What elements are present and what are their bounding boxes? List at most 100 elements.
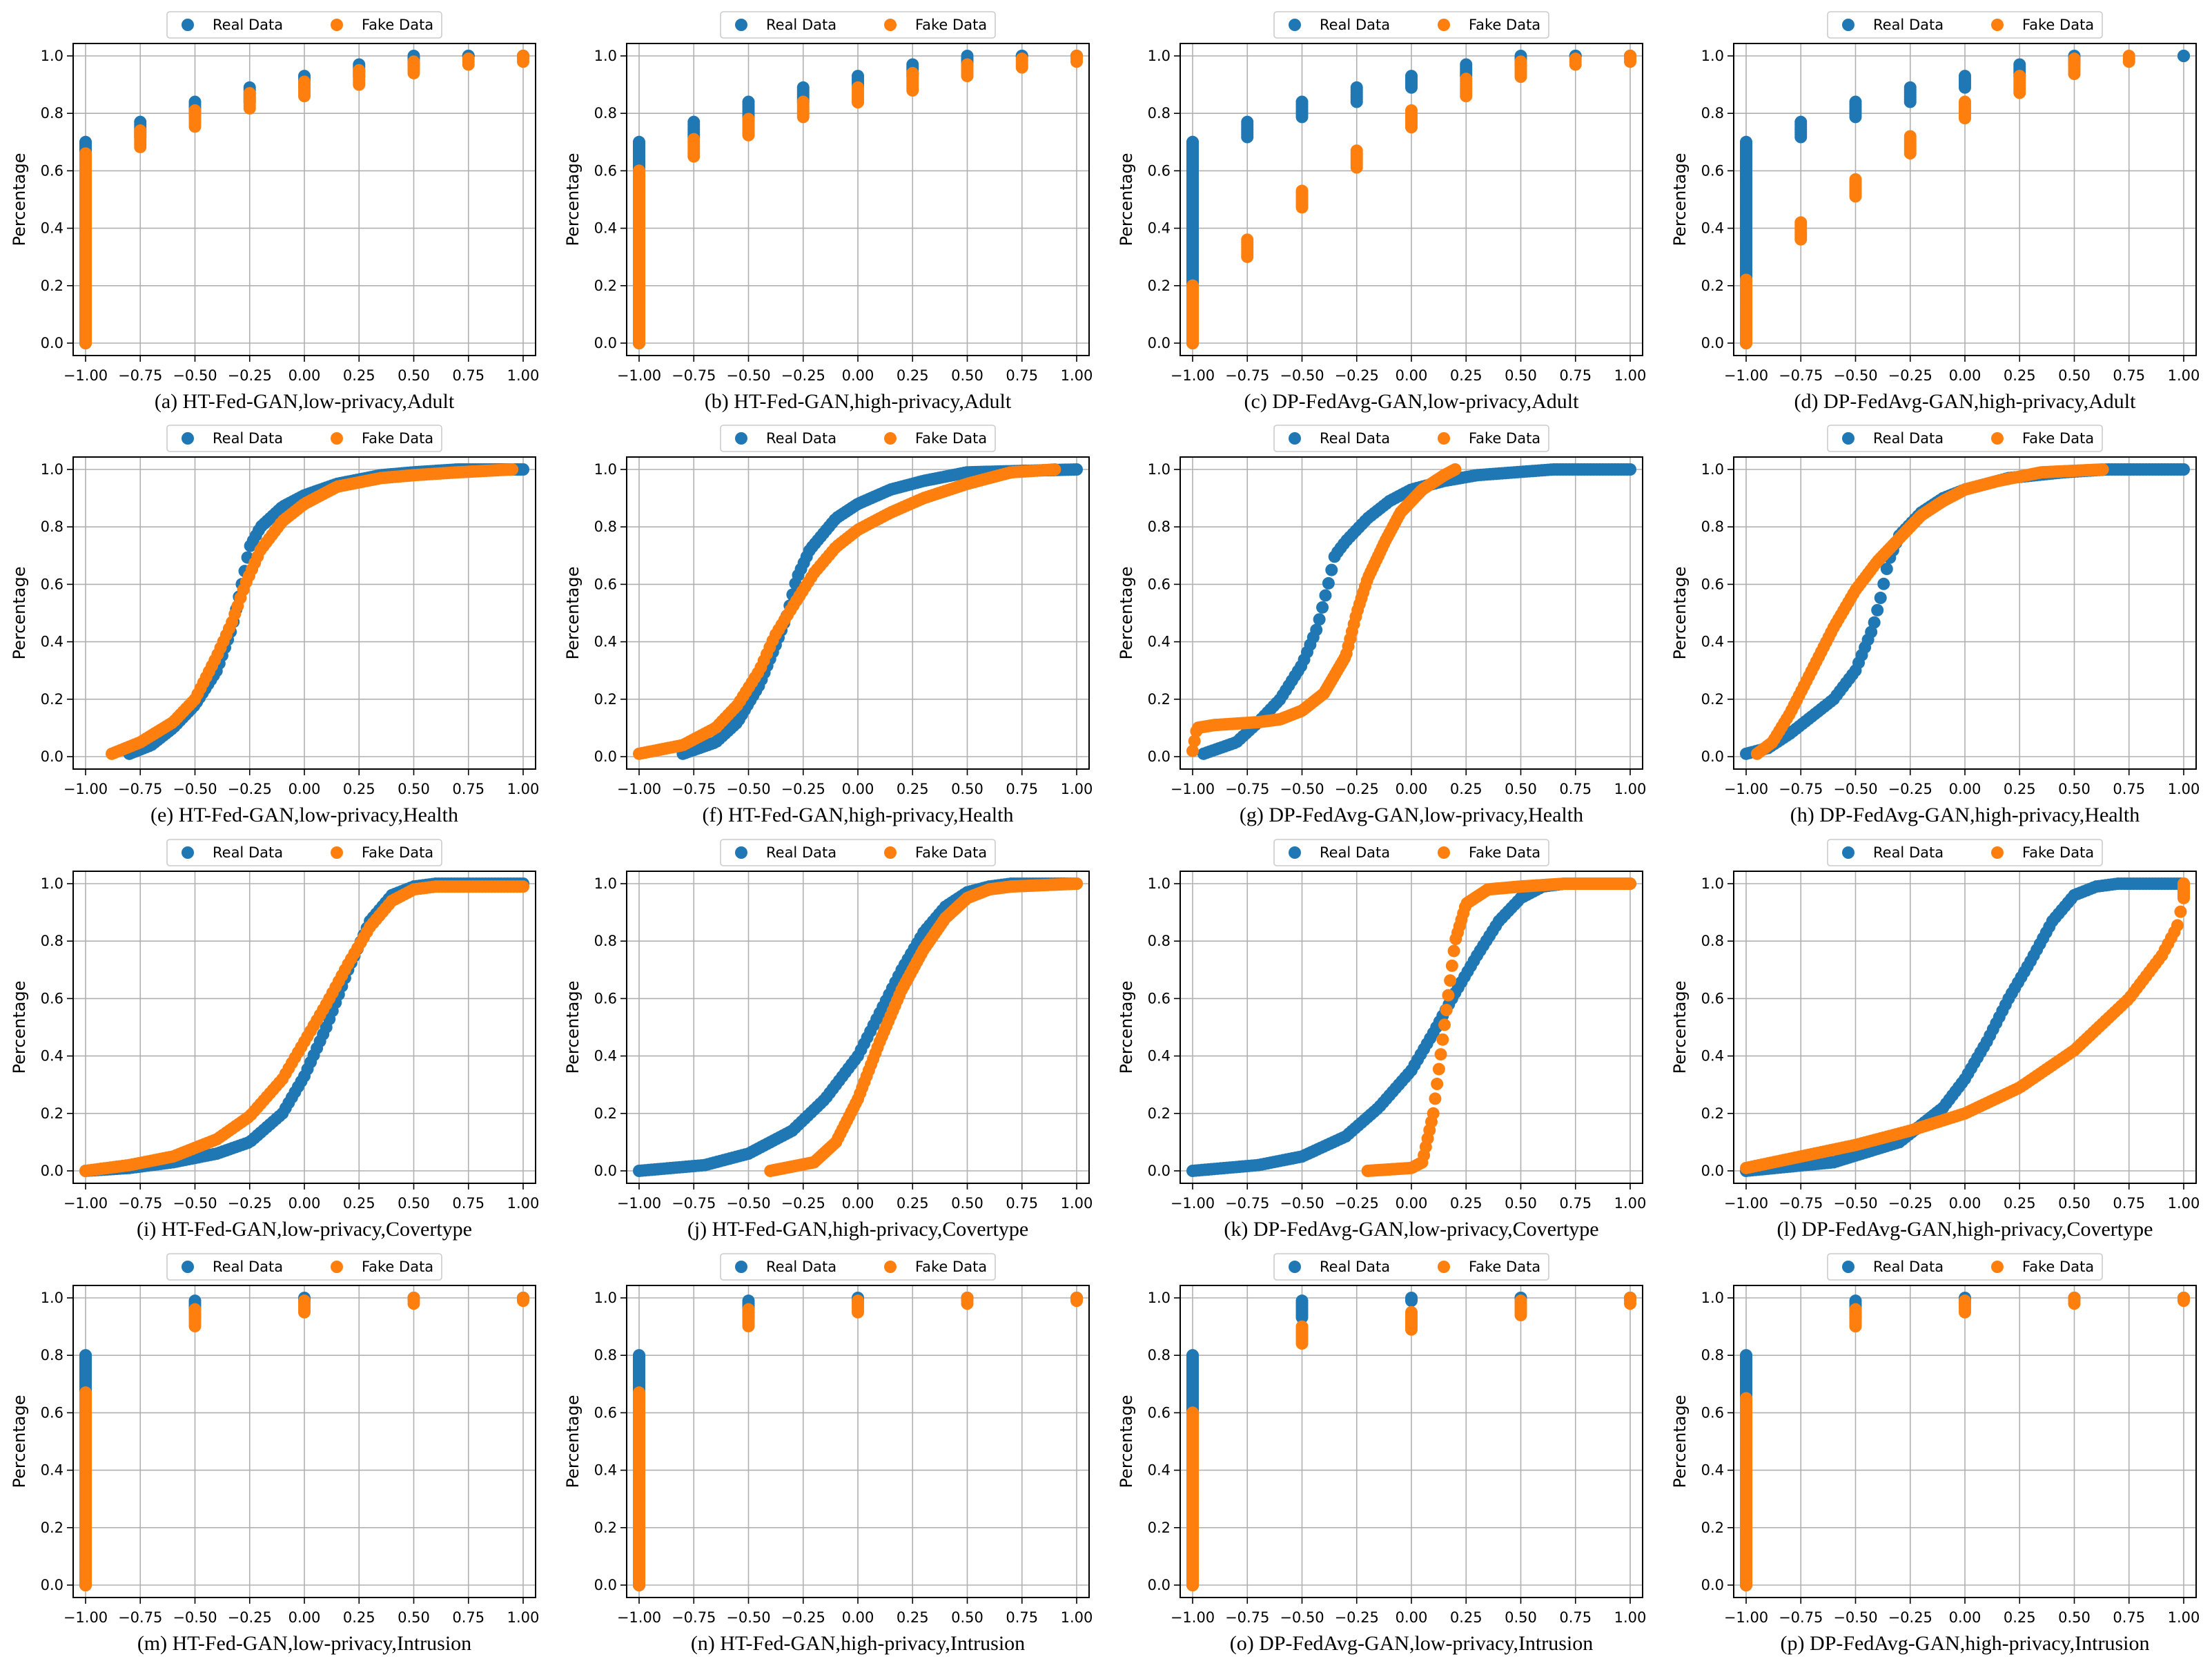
legend: Real Data Fake Data	[166, 1253, 442, 1281]
y-tick-label: 0.2	[41, 1105, 63, 1122]
x-tick-label: −0.50	[173, 781, 217, 797]
x-tick-label: 0.00	[288, 1609, 321, 1626]
plot-frame	[626, 871, 1090, 1184]
data-point	[1241, 115, 1254, 128]
data-marks	[1740, 877, 2190, 1177]
legend-real-marker	[735, 19, 747, 31]
plot-frame	[1180, 871, 1643, 1184]
data-point	[2096, 463, 2109, 476]
plot-frame	[626, 456, 1090, 770]
y-tick-label: 0.0	[594, 1163, 617, 1179]
legend-fake-marker	[1438, 432, 1450, 445]
data-point	[2171, 919, 2184, 932]
x-tick-label: −1.00	[1724, 781, 1768, 797]
x-tick-label: −0.50	[1280, 367, 1324, 384]
y-tick-label: 0.8	[594, 105, 617, 122]
legend-real-marker	[1842, 846, 1854, 859]
legend-real-marker	[735, 846, 747, 859]
x-tick-label: 0.75	[1559, 367, 1592, 384]
x-tick-label: 0.00	[842, 1609, 874, 1626]
y-tick-label: 0.4	[41, 1048, 63, 1065]
x-tick-label: 0.75	[1006, 367, 1038, 384]
panel-caption: (m) HT-Fed-GAN,low-privacy,Intrusion	[137, 1632, 471, 1655]
data-point	[852, 70, 864, 83]
x-tick-label: −0.50	[726, 1609, 770, 1626]
data-point	[1048, 463, 1061, 476]
ticks: −1.00 −0.75 −0.50 −0.25 0.00 0.25 0.50 0.75 1.00…	[594, 875, 1093, 1212]
legend-real-marker	[735, 432, 747, 445]
y-tick-label: 0.2	[1701, 1105, 1724, 1122]
panel-caption: (a) HT-Fed-GAN,low-privacy,Adult	[155, 390, 455, 413]
y-tick-label: 0.2	[1148, 1105, 1171, 1122]
legend-fake-marker	[331, 432, 343, 445]
x-tick-label: 0.25	[343, 1609, 375, 1626]
data-point	[1868, 616, 1881, 629]
x-tick-label: 1.00	[1614, 781, 1647, 797]
x-tick-label: −1.00	[1171, 367, 1215, 384]
x-tick-label: −0.50	[726, 781, 770, 797]
data-point	[517, 880, 529, 893]
panel-caption: (j) HT-Fed-GAN,high-privacy,Covertype	[687, 1218, 1028, 1241]
data-point	[2174, 905, 2187, 918]
y-tick-label: 1.0	[1701, 875, 1724, 892]
data-point	[2013, 70, 2026, 83]
x-tick-label: 0.25	[2004, 781, 2036, 797]
legend-box	[720, 425, 996, 452]
y-tick-label: 0.4	[594, 634, 617, 650]
x-tick-label: −0.75	[118, 367, 162, 384]
data-point	[188, 104, 202, 117]
legend: Real Data Fake Data	[1273, 425, 1549, 452]
legend-fake-label: Fake Data	[1469, 17, 1540, 33]
fake-data-series	[1186, 50, 1636, 349]
x-tick-label: −0.75	[1779, 367, 1823, 384]
data-point	[1295, 95, 1309, 108]
x-tick-label: −0.25	[228, 1195, 272, 1212]
x-tick-label: 0.75	[452, 781, 485, 797]
x-tick-label: 1.00	[2168, 367, 2200, 384]
ticks: −1.00 −0.75 −0.50 −0.25 0.00 0.25 0.50 0.75 1.00…	[594, 48, 1093, 384]
ticks: −1.00 −0.75 −0.50 −0.25 0.00 0.25 0.50 0.75 1.00…	[1148, 461, 1647, 797]
data-point	[1015, 52, 1028, 66]
x-tick-label: 0.25	[897, 367, 929, 384]
x-tick-label: 1.00	[1061, 367, 1093, 384]
data-point	[1449, 463, 1462, 476]
data-marks	[79, 50, 529, 349]
plot-frame	[72, 871, 536, 1184]
y-tick-label: 0.8	[1148, 105, 1171, 122]
chart-panel-a: −1.00 −0.75 −0.50 −0.25 0.00 0.25 0.50 0.75 1.00…	[10, 11, 539, 413]
legend-real-label: Real Data	[213, 17, 283, 33]
data-marks	[633, 1292, 1083, 1591]
panel-caption: (h) DP-FedAvg-GAN,high-privacy,Health	[1790, 804, 2140, 826]
x-tick-label: −0.25	[1888, 367, 1932, 384]
y-tick-label: 0.0	[594, 1577, 617, 1593]
x-tick-label: −1.00	[1171, 1195, 1215, 1212]
legend: Real Data Fake Data	[1827, 11, 2103, 39]
x-tick-label: 0.75	[1006, 781, 1038, 797]
x-tick-label: −1.00	[1724, 367, 1768, 384]
x-tick-label: 1.00	[507, 781, 540, 797]
grid	[627, 1285, 1089, 1598]
x-tick-label: 0.75	[2113, 1195, 2145, 1212]
fake-data-series	[79, 1292, 529, 1591]
data-point	[1849, 95, 1862, 108]
fake-data-series	[1740, 50, 2135, 349]
legend: Real Data Fake Data	[166, 425, 442, 452]
x-tick-label: 0.50	[951, 1609, 983, 1626]
data-point	[906, 66, 919, 79]
panel-caption: (d) DP-FedAvg-GAN,high-privacy,Adult	[1794, 390, 2137, 413]
x-tick-label: 0.75	[1006, 1609, 1038, 1626]
y-tick-label: 0.8	[1148, 518, 1171, 535]
fake-data-series	[1361, 877, 1636, 1177]
y-tick-label: 0.4	[1701, 634, 1724, 650]
x-tick-label: −0.75	[1779, 781, 1823, 797]
data-point	[742, 113, 755, 126]
y-tick-label: 0.0	[1701, 748, 1724, 765]
x-tick-label: −0.25	[781, 781, 825, 797]
data-point	[243, 87, 256, 100]
data-point	[1460, 58, 1473, 71]
data-point	[1442, 989, 1455, 1002]
x-tick-label: −0.25	[1335, 781, 1379, 797]
grid	[73, 43, 536, 356]
y-tick-label: 0.8	[1701, 518, 1724, 535]
